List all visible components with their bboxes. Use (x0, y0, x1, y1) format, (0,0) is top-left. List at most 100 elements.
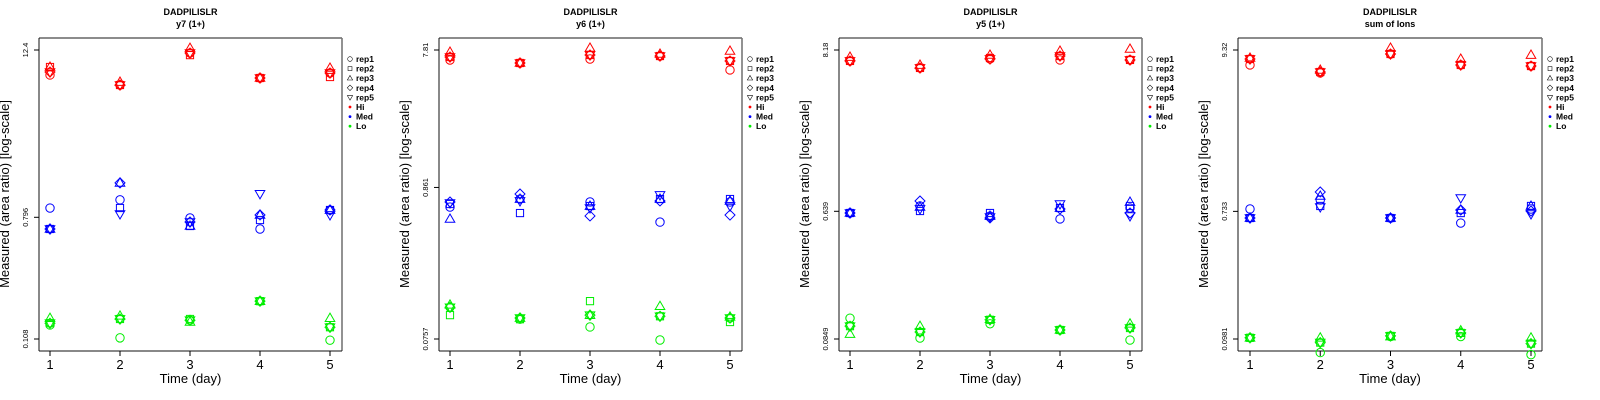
triangle-down-icon (346, 95, 354, 101)
legend-marker-rep1 (1147, 56, 1153, 62)
x-tick-label: 5 (326, 357, 333, 372)
point-med-rep5-day4 (654, 191, 666, 201)
point-lo-rep3-day1 (844, 328, 856, 338)
diamond-icon (1546, 84, 1554, 91)
x-axis-label: Time (day) (1359, 371, 1421, 386)
point-med-rep2-day3 (985, 208, 995, 218)
legend-label: Hi (1156, 102, 1165, 112)
chart-title: DADPILISLR (964, 7, 1019, 17)
x-tick-label: 3 (1387, 357, 1394, 372)
y-tick-label: 0.108 (21, 330, 30, 349)
chart-subtitle: y7 (1+) (176, 19, 205, 29)
legend-label: Med (1556, 112, 1573, 122)
point-med-rep3-day5 (1525, 199, 1537, 210)
x-tick-label: 2 (116, 357, 123, 372)
y-tick-label: 8.18 (821, 43, 830, 58)
point-med-rep1-day4 (255, 224, 265, 234)
point-med-rep4-day2 (514, 188, 526, 200)
point-hi-rep5-day5 (324, 69, 336, 80)
point-lo-rep3-day5 (1525, 331, 1537, 342)
point-med-rep4-day5 (724, 209, 736, 221)
point-hi-rep5-day4 (1455, 61, 1467, 71)
x-tick-label: 5 (1126, 357, 1133, 372)
point-lo-rep5-day1 (444, 303, 456, 314)
point-med-rep4-day4 (654, 195, 666, 207)
point-lo-rep3-day1 (44, 312, 56, 322)
point-lo-rep5-day5 (324, 323, 336, 334)
point-lo-rep3-day4 (1054, 323, 1066, 334)
point-med-rep3-day5 (724, 194, 736, 205)
point-lo-rep5-day3 (984, 316, 996, 326)
legend-label: rep2 (1556, 64, 1574, 74)
x-tick-label: 5 (726, 357, 733, 372)
point-hi-rep5-day1 (1244, 55, 1256, 65)
point-hi-rep5-day3 (1384, 50, 1397, 61)
legend-label: rep5 (1556, 92, 1574, 102)
point-med-rep1-day1 (45, 203, 55, 213)
legend-label: Med (1156, 112, 1173, 122)
point-hi-rep1-day4 (1055, 55, 1065, 65)
legend-label: rep1 (1556, 54, 1574, 64)
legend-marker-rep4 (746, 84, 754, 91)
y-tick-label: 0.0849 (821, 328, 830, 351)
point-lo-rep3-day2 (1314, 331, 1326, 342)
legend-marker-rep3 (346, 74, 354, 81)
point-hi-rep1-day1 (1245, 60, 1255, 70)
legend-color-dot (348, 105, 352, 109)
point-hi-rep5-day2 (914, 64, 926, 74)
point-lo-rep1-day3 (585, 322, 595, 332)
legend-label: rep3 (1156, 73, 1174, 83)
point-lo-rep5-day1 (844, 322, 856, 333)
point-hi-rep5-day3 (984, 55, 996, 65)
point-lo-rep5-day2 (1314, 338, 1326, 349)
point-med-rep5-day3 (1384, 214, 1397, 225)
point-hi-rep5-day3 (184, 49, 196, 60)
point-med-rep3-day5 (1124, 196, 1136, 206)
point-med-rep2-day5 (1125, 201, 1135, 211)
x-tick-label: 1 (846, 357, 853, 372)
point-hi-rep3-day1 (44, 61, 56, 71)
legend-label: Hi (756, 102, 765, 112)
point-lo-rep3-day5 (324, 312, 336, 322)
point-hi-rep2-day5 (325, 72, 335, 82)
point-med-rep3-day2 (514, 193, 526, 203)
triangle-up-icon (1546, 74, 1554, 81)
point-med-rep5-day1 (844, 209, 856, 220)
point-med-rep5-day4 (1455, 194, 1467, 204)
chart-panel-1: DADPILISLR y7 (1+) 12.4 0.796 0.108 1 2 3 4 5 Time… (0, 7, 374, 386)
legend-color-dot (1548, 115, 1552, 118)
legend-label: Lo (756, 121, 766, 131)
x-tick-label: 3 (586, 357, 593, 372)
data-points (844, 43, 1136, 345)
legend-marker-rep4 (1146, 84, 1154, 91)
point-lo-rep5-day3 (584, 311, 596, 322)
point-med-rep4-day3 (584, 210, 596, 222)
y-tick-label: 0.796 (21, 208, 30, 227)
legend-label: rep2 (1156, 64, 1174, 74)
square-icon (747, 66, 753, 71)
x-tick-label: 4 (656, 357, 663, 372)
point-med-rep3-day4 (1054, 202, 1066, 212)
y-tick-label: 0.733 (1220, 202, 1229, 221)
point-hi-rep3-day4 (254, 72, 266, 82)
point-hi-rep3-day3 (984, 48, 996, 59)
point-lo-rep1-day4 (655, 335, 665, 345)
point-med-rep3-day1 (44, 222, 56, 233)
y-tick-label: 0.861 (421, 178, 430, 197)
point-hi-rep5-day1 (44, 68, 56, 79)
point-med-rep4-day5 (324, 204, 336, 216)
point-lo-rep5-day4 (654, 312, 666, 323)
point-med-rep1-day4 (655, 217, 665, 227)
point-med-rep5-day1 (444, 199, 456, 209)
point-med-rep2-day2 (515, 208, 525, 218)
data-points (444, 41, 736, 345)
triangle-down-icon (1146, 95, 1154, 101)
point-med-rep5-day2 (1314, 203, 1326, 214)
point-lo-rep5-day5 (724, 314, 736, 325)
point-lo-rep1-day2 (115, 333, 125, 343)
circle-icon (347, 56, 353, 62)
point-hi-rep3-day1 (1244, 51, 1256, 62)
point-hi-rep5-day4 (1054, 52, 1066, 62)
legend-marker-rep3 (1546, 74, 1554, 81)
